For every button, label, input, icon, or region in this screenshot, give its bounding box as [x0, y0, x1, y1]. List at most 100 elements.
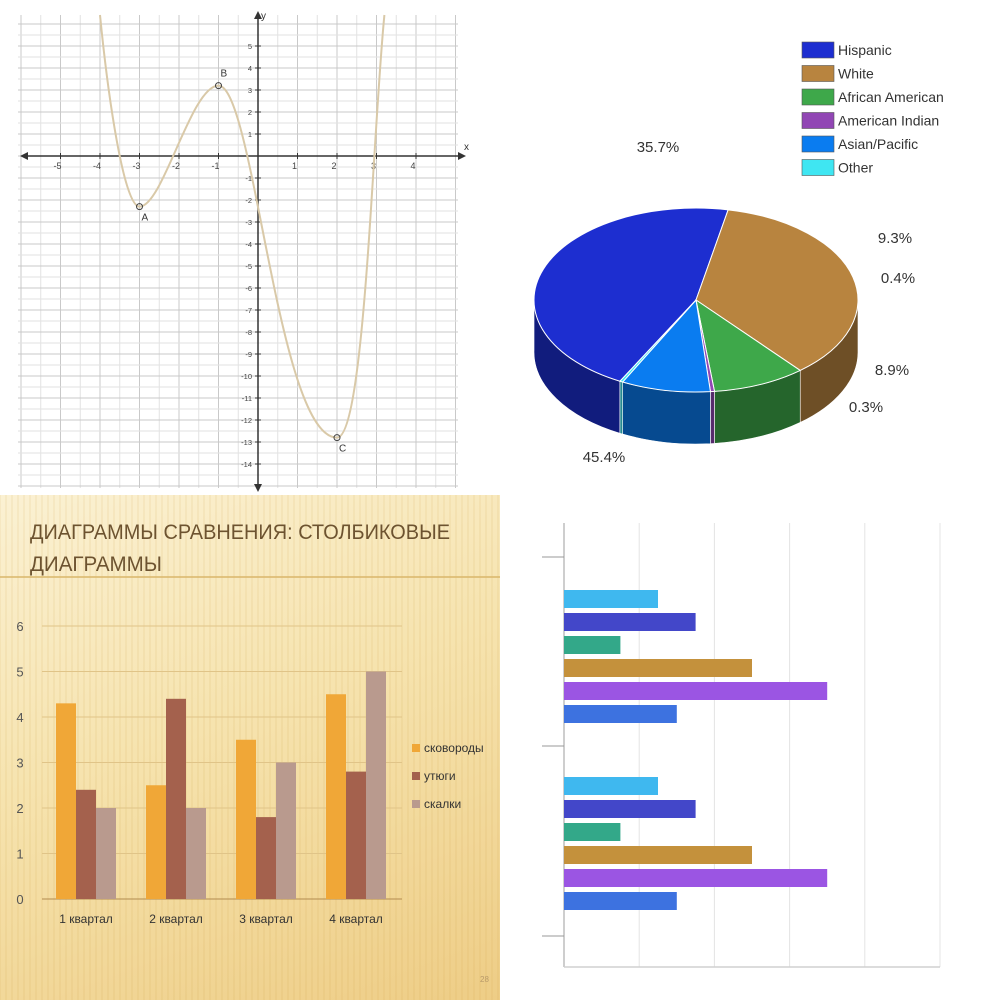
- legend-swatch: [412, 800, 420, 808]
- extremum-point-a: [136, 203, 143, 211]
- y-tick-label: 3: [16, 756, 23, 771]
- slide-title-line: ДИАГРАММЫ СРАВНЕНИЯ: СТОЛБИКОВЫЕ: [30, 521, 450, 544]
- legend-label: African American: [838, 89, 944, 105]
- y-tick-label: -7: [245, 306, 252, 315]
- extremum-point-c: [333, 434, 341, 442]
- x-category-label: 4 квартал: [329, 912, 383, 926]
- y-tick-label: -10: [241, 372, 252, 381]
- y-tick-label: 1: [248, 130, 252, 139]
- function-curve: [99, 14, 386, 439]
- hbar-1-1: [564, 590, 658, 608]
- bar-2-2: [166, 698, 186, 899]
- function-graph-panel: x y -5 -4 -3 -2 -1 1 2 3 4 5 4 3 2 1 -1 -2 -3 -4 -5 -6 -7 -8 -9-…: [0, 0, 500, 495]
- x-tick-label: -4: [93, 161, 101, 171]
- extremum-point-b: [215, 82, 222, 90]
- x-tick-label: 4: [410, 161, 415, 171]
- y-tick-label: 4: [16, 710, 23, 725]
- bar-1-4: [326, 694, 346, 899]
- bar-3-3: [276, 762, 296, 899]
- pie-top: [533, 207, 859, 393]
- y-tick-label: 2: [16, 801, 23, 816]
- hbar-1-6: [564, 705, 677, 723]
- bar-3-2: [186, 808, 206, 899]
- function-graph: xy-5 -4 -3 -2 -1 1 2 3 454321-1-2-3-4-5-6-7-8-9-…: [18, 11, 469, 492]
- x-tick-label: 2: [331, 161, 336, 171]
- y-axis-label: y: [261, 11, 266, 22]
- bar-3-4: [366, 671, 386, 899]
- x-axis-label: x: [464, 142, 469, 153]
- x-category-label: 3 квартал: [239, 912, 293, 926]
- pie-slice-other: [619, 299, 697, 383]
- hbar-2-5: [564, 869, 828, 887]
- y-tick-label: -11: [242, 394, 252, 403]
- legend-label: American Indian: [838, 113, 939, 129]
- y-tick-label: 5: [16, 665, 23, 680]
- pie-slice-white: [695, 209, 859, 372]
- bar-1-3: [236, 739, 256, 899]
- y-tick-label: -5: [245, 262, 252, 271]
- y-tick-label: -9: [245, 350, 252, 359]
- legend-swatch: [801, 159, 835, 176]
- pie-side: [533, 298, 859, 445]
- point-label: C: [339, 444, 346, 455]
- pie-value-label: 45.4%: [583, 449, 626, 466]
- y-tick-label: 3: [248, 86, 252, 95]
- legend-swatch: [801, 65, 835, 82]
- y-tick-label: 1: [16, 847, 23, 862]
- pie-side-other: [619, 380, 623, 435]
- y-tick-label: 6: [16, 619, 23, 634]
- x-category-label: 1 квартал: [59, 912, 113, 926]
- pie-value-label: 0.3%: [849, 399, 883, 416]
- y-tick-label: 5: [248, 42, 252, 51]
- hbar-2-1: [564, 777, 658, 795]
- hbar-1-5: [564, 682, 828, 700]
- horizontal-bar-panel: [500, 495, 1000, 1000]
- x-axis-arrow-left: [20, 152, 28, 160]
- point-label: B: [221, 69, 228, 80]
- y-tick-label: -2: [245, 196, 252, 205]
- column-legend: сковороды утюги скалки: [412, 741, 484, 811]
- hbar-2-4: [564, 846, 752, 864]
- legend-label: скалки: [424, 797, 461, 811]
- y-tick-label: 0: [16, 892, 23, 907]
- hbar-2-6: [564, 892, 677, 910]
- column-chart: ДИАГРАММЫ СРАВНЕНИЯ: СТОЛБИКОВЫЕ ДИАГРАММ…: [0, 495, 500, 1000]
- bar-2-1: [76, 789, 96, 899]
- pie-chart: 45.4% 35.7% 9.3% 0.4% 8.9% 0.3% Hispanic White A…: [533, 41, 944, 466]
- x-tick-label: -1: [211, 161, 219, 171]
- x-tick-label: -5: [53, 161, 61, 171]
- legend-swatch: [412, 744, 420, 752]
- legend-swatch: [801, 88, 835, 106]
- y-axis-arrow-bottom: [254, 484, 262, 492]
- pie-value-label: 35.7%: [637, 139, 680, 156]
- pie-chart-panel: 45.4% 35.7% 9.3% 0.4% 8.9% 0.3% Hispanic White A…: [500, 0, 1000, 495]
- legend-swatch: [801, 41, 835, 59]
- y-tick-label: -1: [245, 174, 252, 183]
- legend-label: Other: [838, 160, 873, 176]
- y-tick-label: -6: [245, 284, 252, 293]
- grid: [18, 15, 458, 488]
- pie-side-american-indian: [710, 391, 715, 444]
- pie-value-label: 8.9%: [875, 362, 909, 379]
- pie-slice-hispanic: [533, 207, 729, 382]
- page-number: 28: [480, 975, 489, 984]
- column-chart-slide: ДИАГРАММЫ СРАВНЕНИЯ: СТОЛБИКОВЫЕ ДИАГРАММ…: [0, 495, 500, 1000]
- legend-swatch: [412, 772, 420, 780]
- y-tick-label: 2: [248, 108, 252, 117]
- point-label: A: [142, 213, 149, 224]
- x-tick-label: -2: [172, 161, 180, 171]
- y-tick-label: -13: [241, 438, 252, 447]
- hbar-2-2: [564, 800, 696, 818]
- bar-2-3: [256, 817, 276, 899]
- horizontal-bar-chart: [542, 523, 941, 968]
- hbar-1-4: [564, 659, 752, 677]
- slide-title-line: ДИАГРАММЫ: [30, 553, 162, 576]
- pie-slice-asian-pacific: [621, 298, 712, 393]
- bar-1-2: [146, 785, 166, 899]
- legend-swatch: [801, 112, 835, 129]
- y-tick-label: -4: [245, 240, 252, 249]
- x-axis-arrow: [458, 152, 466, 160]
- legend-label: White: [838, 66, 874, 82]
- legend-label: Hispanic: [838, 42, 892, 58]
- bar-2-4: [346, 771, 366, 899]
